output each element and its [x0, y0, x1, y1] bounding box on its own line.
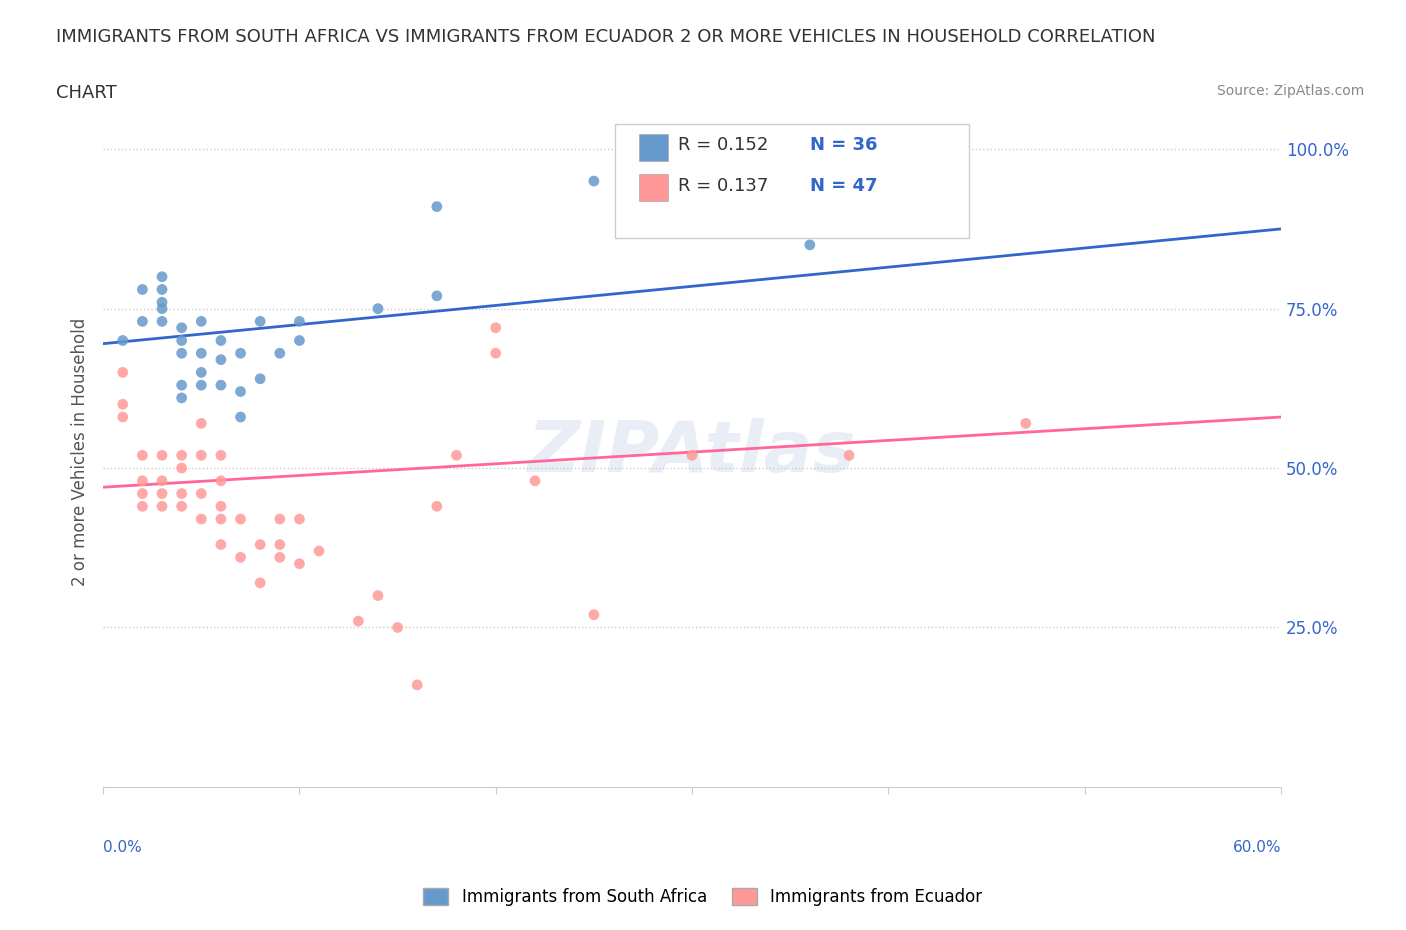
Point: [838, 448, 860, 463]
Point: [249, 538, 271, 552]
Point: [170, 460, 193, 475]
Point: [190, 346, 212, 361]
Point: [150, 270, 173, 285]
Point: [209, 498, 232, 513]
Point: [111, 365, 134, 379]
Point: [288, 333, 311, 348]
Point: [288, 556, 311, 571]
Point: [229, 512, 252, 526]
Legend: Immigrants from South Africa, Immigrants from Ecuador: Immigrants from South Africa, Immigrants…: [416, 881, 990, 912]
Point: [288, 314, 311, 329]
Point: [249, 371, 271, 386]
Point: [150, 282, 173, 297]
Point: [190, 365, 212, 379]
FancyBboxPatch shape: [640, 174, 668, 201]
Point: [170, 498, 193, 513]
Point: [446, 448, 468, 463]
Point: [229, 409, 252, 424]
Point: [190, 378, 212, 392]
Point: [170, 346, 193, 361]
Point: [269, 512, 291, 526]
Point: [229, 346, 252, 361]
Point: [485, 346, 508, 361]
Point: [170, 448, 193, 463]
Point: [426, 288, 449, 303]
Point: [111, 397, 134, 412]
Point: [209, 448, 232, 463]
Point: [150, 301, 173, 316]
Point: [131, 282, 153, 297]
Point: [170, 378, 193, 392]
Point: [209, 473, 232, 488]
Text: CHART: CHART: [56, 84, 117, 101]
Point: [150, 473, 173, 488]
Point: [190, 486, 212, 501]
FancyBboxPatch shape: [616, 124, 969, 238]
Point: [209, 538, 232, 552]
Point: [367, 588, 389, 603]
Point: [308, 543, 330, 558]
Text: R = 0.137: R = 0.137: [678, 177, 768, 194]
Point: [249, 576, 271, 591]
Point: [681, 448, 703, 463]
Text: N = 36: N = 36: [810, 137, 877, 154]
Point: [131, 448, 153, 463]
Point: [150, 498, 173, 513]
Point: [229, 550, 252, 565]
Text: ZIPAtlas: ZIPAtlas: [527, 418, 856, 486]
Point: [170, 391, 193, 405]
Point: [190, 512, 212, 526]
Point: [150, 486, 173, 501]
Point: [1015, 416, 1038, 431]
Point: [485, 320, 508, 335]
Point: [111, 409, 134, 424]
Point: [111, 333, 134, 348]
Point: [131, 486, 153, 501]
Point: [150, 295, 173, 310]
Point: [582, 174, 605, 189]
FancyBboxPatch shape: [640, 134, 668, 161]
Point: [406, 677, 429, 692]
Point: [269, 346, 291, 361]
Point: [190, 314, 212, 329]
Text: N = 47: N = 47: [810, 177, 877, 194]
Text: IMMIGRANTS FROM SOUTH AFRICA VS IMMIGRANTS FROM ECUADOR 2 OR MORE VEHICLES IN HO: IMMIGRANTS FROM SOUTH AFRICA VS IMMIGRAN…: [56, 28, 1156, 46]
Point: [190, 448, 212, 463]
Point: [131, 473, 153, 488]
Point: [288, 512, 311, 526]
Point: [249, 314, 271, 329]
Point: [170, 333, 193, 348]
Point: [347, 614, 370, 629]
Point: [190, 416, 212, 431]
Text: Source: ZipAtlas.com: Source: ZipAtlas.com: [1216, 84, 1364, 98]
Point: [799, 161, 821, 176]
Point: [131, 314, 153, 329]
Point: [150, 314, 173, 329]
Point: [209, 333, 232, 348]
Point: [209, 378, 232, 392]
Point: [170, 320, 193, 335]
Point: [426, 498, 449, 513]
Point: [131, 498, 153, 513]
Point: [582, 607, 605, 622]
Point: [387, 620, 409, 635]
Point: [799, 237, 821, 252]
Point: [269, 550, 291, 565]
Text: 0.0%: 0.0%: [103, 841, 142, 856]
Text: R = 0.152: R = 0.152: [678, 137, 768, 154]
Text: 60.0%: 60.0%: [1233, 841, 1281, 856]
Point: [426, 199, 449, 214]
Point: [524, 473, 547, 488]
Point: [367, 301, 389, 316]
Point: [209, 352, 232, 367]
Point: [681, 161, 703, 176]
Point: [170, 486, 193, 501]
Point: [229, 384, 252, 399]
Point: [209, 512, 232, 526]
Point: [150, 448, 173, 463]
Point: [799, 193, 821, 207]
Point: [269, 538, 291, 552]
Y-axis label: 2 or more Vehicles in Household: 2 or more Vehicles in Household: [72, 318, 89, 586]
